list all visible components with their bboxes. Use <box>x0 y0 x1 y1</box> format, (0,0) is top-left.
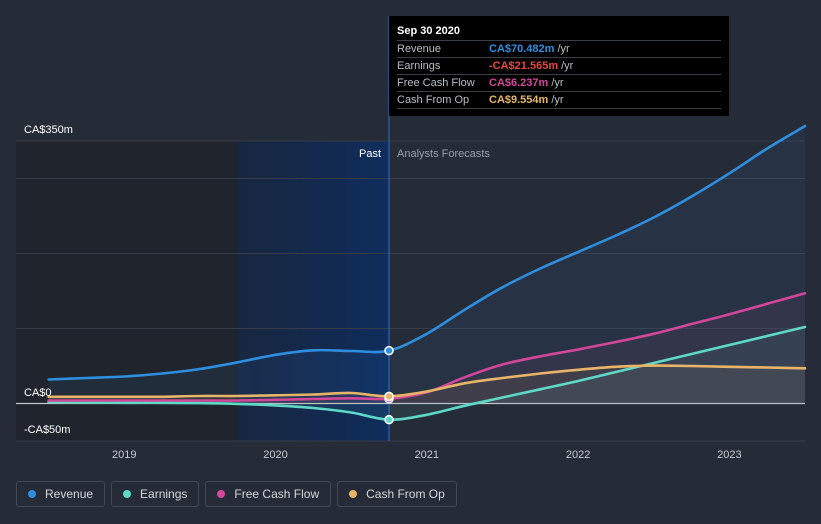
legend-label: Cash From Op <box>366 487 445 501</box>
tooltip-unit: /yr <box>557 43 570 55</box>
x-tick-label: 2023 <box>717 449 741 461</box>
tooltip-value: -CA$21.565m <box>489 60 559 72</box>
x-tick-label: 2020 <box>263 449 287 461</box>
series-area-free-cash-flow <box>48 293 806 404</box>
tooltip-unit: /yr <box>551 77 564 89</box>
tooltip-unit: /yr <box>551 94 564 106</box>
y-label-bottom: -CA$50m <box>24 424 70 436</box>
legend-label: Free Cash Flow <box>234 487 320 501</box>
tooltip-row-cash-from-op: Cash From Op CA$9.554m /yr <box>397 91 721 109</box>
legend-item-revenue[interactable]: Revenue <box>16 481 106 507</box>
tooltip: Sep 30 2020 Revenue CA$70.482m /yr Earni… <box>389 16 729 116</box>
legend-label: Earnings <box>140 487 188 501</box>
x-tick-label: 2022 <box>566 449 590 461</box>
legend-item-cash-from-op[interactable]: Cash From Op <box>337 481 457 507</box>
highlight-point-cash-from-op <box>384 391 394 402</box>
forecast-label: Analysts Forecasts <box>397 148 490 160</box>
series-area-cash-from-op <box>48 365 806 404</box>
past-shade-highlight <box>238 141 389 441</box>
highlight-point-revenue <box>384 345 394 356</box>
legend-dot-icon <box>349 490 358 498</box>
legend: Revenue Earnings Free Cash Flow Cash Fro… <box>16 481 457 507</box>
legend-dot-icon <box>123 490 132 498</box>
series-area-earnings <box>48 327 806 420</box>
tooltip-value: CA$70.482m <box>489 43 555 55</box>
highlight-point-earnings <box>384 414 394 425</box>
tooltip-value: CA$9.554m <box>489 94 549 106</box>
x-tick-label: 2021 <box>415 449 439 461</box>
tooltip-label: Free Cash Flow <box>397 77 475 89</box>
y-label-zero: CA$0 <box>24 387 52 399</box>
series-line-revenue <box>47 124 807 381</box>
legend-dot-icon <box>217 490 226 498</box>
y-label-top: CA$350m <box>24 124 73 136</box>
tooltip-row-earnings: Earnings -CA$21.565m /yr <box>397 57 721 74</box>
x-tick-label: 2019 <box>112 449 136 461</box>
series-area-revenue <box>48 126 806 404</box>
series-line-cash-from-op <box>47 364 807 399</box>
tooltip-label: Earnings <box>397 60 441 72</box>
legend-item-earnings[interactable]: Earnings <box>111 481 200 507</box>
legend-dot-icon <box>28 490 36 498</box>
tooltip-value: CA$6.237m <box>489 77 549 89</box>
tooltip-row-free-cash-flow: Free Cash Flow CA$6.237m /yr <box>397 74 721 91</box>
tooltip-label: Cash From Op <box>397 94 470 106</box>
series-line-earnings <box>47 325 807 422</box>
past-label: Past <box>359 148 381 160</box>
tooltip-date: Sep 30 2020 <box>397 25 460 37</box>
tooltip-label: Revenue <box>397 43 442 55</box>
tooltip-unit: /yr <box>561 60 574 72</box>
legend-item-free-cash-flow[interactable]: Free Cash Flow <box>205 481 332 507</box>
tooltip-row-revenue: Revenue CA$70.482m /yr <box>397 40 721 57</box>
past-shade-dark <box>16 141 238 441</box>
legend-label: Revenue <box>45 487 94 501</box>
